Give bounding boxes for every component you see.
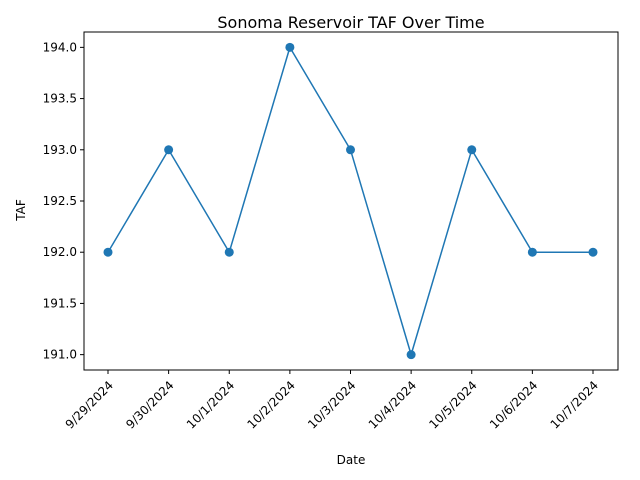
x-tick-label: 10/7/2024 xyxy=(548,378,601,431)
data-point xyxy=(164,145,174,155)
data-point xyxy=(285,42,295,52)
x-tick-label: 10/1/2024 xyxy=(184,378,237,431)
x-tick-label: 10/6/2024 xyxy=(487,378,540,431)
x-axis-ticks: 9/29/2024 9/30/2024 10/1/2024 10/2/2024 10/3… xyxy=(63,370,601,432)
y-tick-label: 193.5 xyxy=(43,92,77,106)
chart-title: Sonoma Reservoir TAF Over Time xyxy=(217,13,484,32)
plot-area-frame xyxy=(83,31,619,371)
x-tick-label: 10/2/2024 xyxy=(245,378,298,431)
x-axis-label: Date xyxy=(337,453,366,467)
data-point xyxy=(406,350,416,360)
y-tick-label: 193.0 xyxy=(43,143,77,157)
y-axis-ticks: 191.0 191.5 192.0 192.5 193.0 193.5 194.0 xyxy=(43,40,84,362)
data-point xyxy=(527,247,537,257)
data-point xyxy=(103,247,113,257)
data-point xyxy=(588,247,598,257)
x-tick-label: 10/4/2024 xyxy=(366,378,419,431)
y-tick-label: 192.0 xyxy=(43,245,77,259)
series-layer xyxy=(103,42,598,360)
data-point xyxy=(346,145,355,155)
data-point xyxy=(224,247,234,257)
x-tick-label: 9/30/2024 xyxy=(123,378,176,431)
y-tick-label: 191.5 xyxy=(43,296,77,310)
y-tick-label: 191.0 xyxy=(43,348,77,362)
y-tick-label: 192.5 xyxy=(43,194,77,208)
y-axis-label: TAF xyxy=(14,199,28,222)
x-tick-label: 9/29/2024 xyxy=(63,378,116,431)
x-tick-label: 10/3/2024 xyxy=(305,378,358,431)
series-line xyxy=(107,46,593,356)
y-tick-label: 194.0 xyxy=(43,40,77,54)
x-tick-label: 10/5/2024 xyxy=(426,378,479,431)
data-point xyxy=(467,145,477,155)
